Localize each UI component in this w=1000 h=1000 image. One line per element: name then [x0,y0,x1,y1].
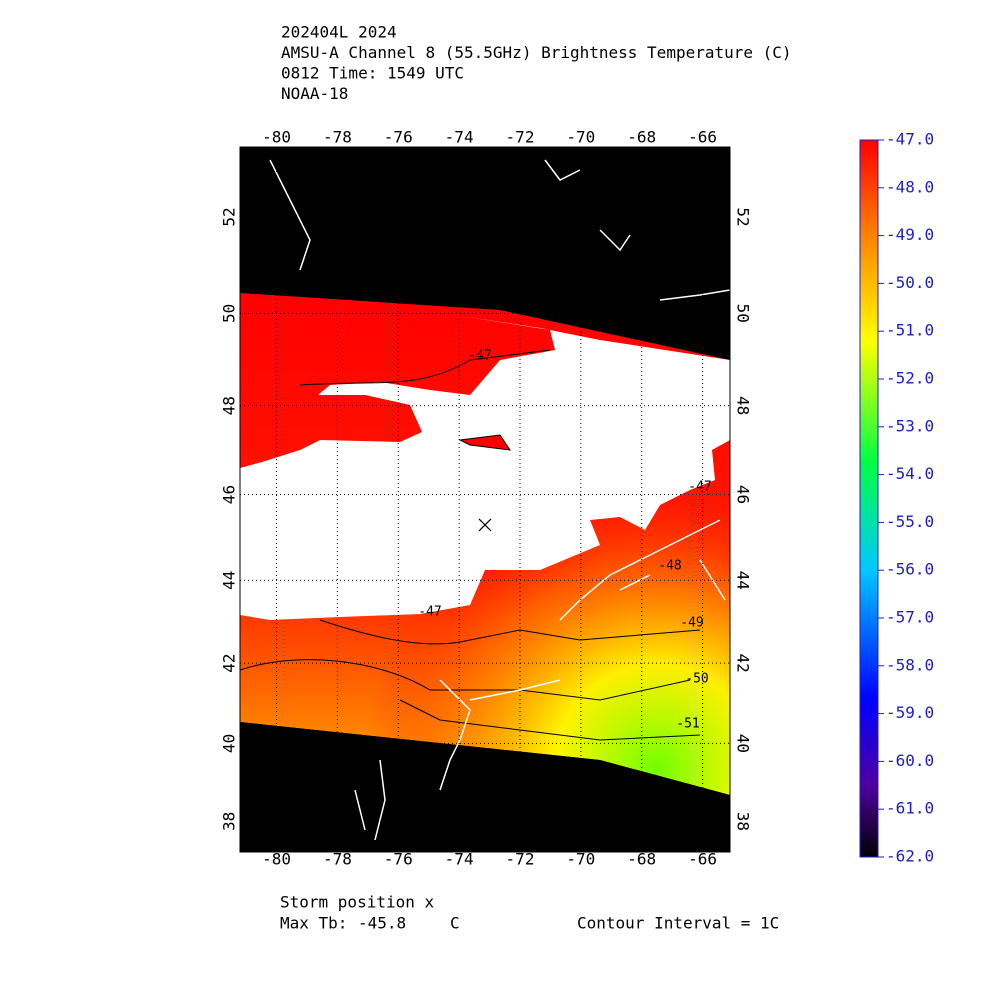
max-label: Max Tb: [280,914,347,933]
y-tick-label: 42 [220,653,239,672]
x-tick-label: -74 [445,850,474,869]
contour-interval: Contour Interval = 1C [577,914,779,933]
title-line: NOAA-18 [281,84,348,103]
red-patch [458,434,512,451]
y-tick-label: 46 [220,485,239,504]
storm-marker [478,518,492,532]
y-tick-label: 38 [220,812,239,831]
colorbar-tick-label: -50.0 [886,273,934,292]
y-tick-label: 42 [734,653,753,672]
contour-label: -48 [658,559,681,574]
colorbar-tick-label: -55.0 [886,512,934,531]
y-tick-label: 48 [220,396,239,415]
y-tick-label: 46 [734,485,753,504]
contour-label: -51 [676,717,699,732]
y-tick-label: 44 [220,571,239,590]
saturated-region [240,315,730,620]
colorbar-tick-label: -61.0 [886,799,934,818]
colorbar-ticks: -47.0 -48.0 -49.0 -50.0 -51.0 -52.0 -53.0 -54.0… [878,130,934,866]
x-tick-label: -72 [506,128,535,147]
colorbar-tick-label: -49.0 [886,225,934,244]
x-tick-label: -80 [262,850,291,869]
colorbar-tick-label: -51.0 [886,321,934,340]
x-tick-label: -66 [688,850,717,869]
contours [240,349,701,741]
y-tick-label: 48 [734,396,753,415]
max-value: -45.8 [358,914,406,933]
colorbar-tick-label: -52.0 [886,369,934,388]
max-unit: C [450,914,460,933]
x-tick-label: -72 [506,850,535,869]
colorbar-tick-label: -59.0 [886,703,934,722]
x-tick-label: -76 [384,128,413,147]
x-tick-label: -68 [627,850,656,869]
x-tick-label: -68 [627,128,656,147]
y-tick-label: 44 [734,571,753,590]
x-tick-label: -70 [566,850,595,869]
colorbar-tick-label: -47.0 [886,130,934,149]
contour-label: -50 [685,672,708,687]
overlay: -80 -80 -78 -78 -76 -76 -74 -74 -72 -72 -70 -70 -68 -… [220,128,753,869]
colorbar-tick-label: -56.0 [886,560,934,579]
contour-label: -47 [468,349,491,364]
x-tick-label: -74 [445,128,474,147]
y-tick-label: 38 [734,812,753,831]
title-line: 202404L 2024 [281,23,397,42]
colorbar [859,139,879,858]
x-tick-label: -70 [566,128,595,147]
x-tick-label: -80 [262,128,291,147]
colorbar-tick-label: -58.0 [886,655,934,674]
map-field [240,147,730,852]
y-tick-label: 52 [220,207,239,226]
y-tick-label: 52 [734,207,753,226]
title-line: 0812 Time: 1549 UTC [281,64,464,83]
y-tick-label: 40 [734,734,753,753]
y-tick-label: 40 [220,734,239,753]
contour-label: -47 [688,480,711,495]
x-tick-label: -76 [384,850,413,869]
contour-label: -47 [418,605,441,620]
x-tick-label: -66 [688,128,717,147]
y-tick-label: 50 [220,304,239,323]
colorbar-tick-label: -62.0 [886,847,934,866]
storm-legend: Storm position x [280,893,434,912]
x-tick-label: -78 [323,128,352,147]
x-tick-label: -78 [323,850,352,869]
map-frame [239,146,731,853]
y-tick-label: 50 [734,304,753,323]
colorbar-tick-label: -53.0 [886,416,934,435]
contour-label: -49 [680,616,703,631]
colorbar-tick-label: -57.0 [886,608,934,627]
colorbar-tick-label: -60.0 [886,751,934,770]
title-line: AMSU-A Channel 8 (55.5GHz) Brightness Te… [281,43,792,62]
colorbar-tick-label: -48.0 [886,177,934,196]
colorbar-tick-label: -54.0 [886,464,934,483]
